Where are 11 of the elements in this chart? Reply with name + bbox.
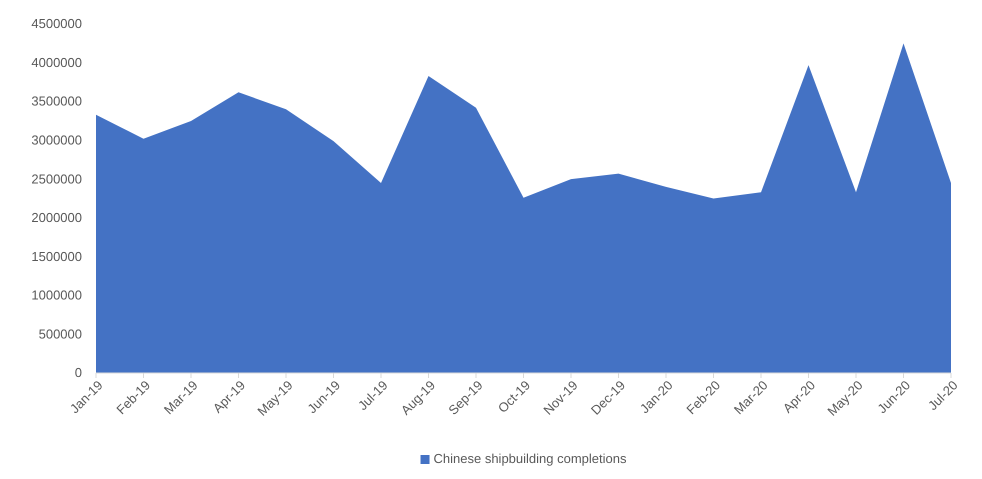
y-tick-label: 3500000: [31, 94, 82, 109]
y-tick-label: 4000000: [31, 54, 82, 70]
y-tick-label: 2000000: [31, 210, 82, 226]
y-tick-label: 0: [74, 365, 82, 380]
y-tick-label: 4500000: [31, 16, 82, 32]
y-tick-label: 3000000: [31, 132, 82, 148]
legend-label: Chinese shipbuilding completions: [434, 451, 627, 466]
y-tick-label: 2500000: [31, 171, 82, 186]
y-tick-label: 1500000: [31, 248, 82, 264]
y-tick-label: 1000000: [31, 288, 82, 303]
y-tick-label: 500000: [38, 326, 82, 342]
